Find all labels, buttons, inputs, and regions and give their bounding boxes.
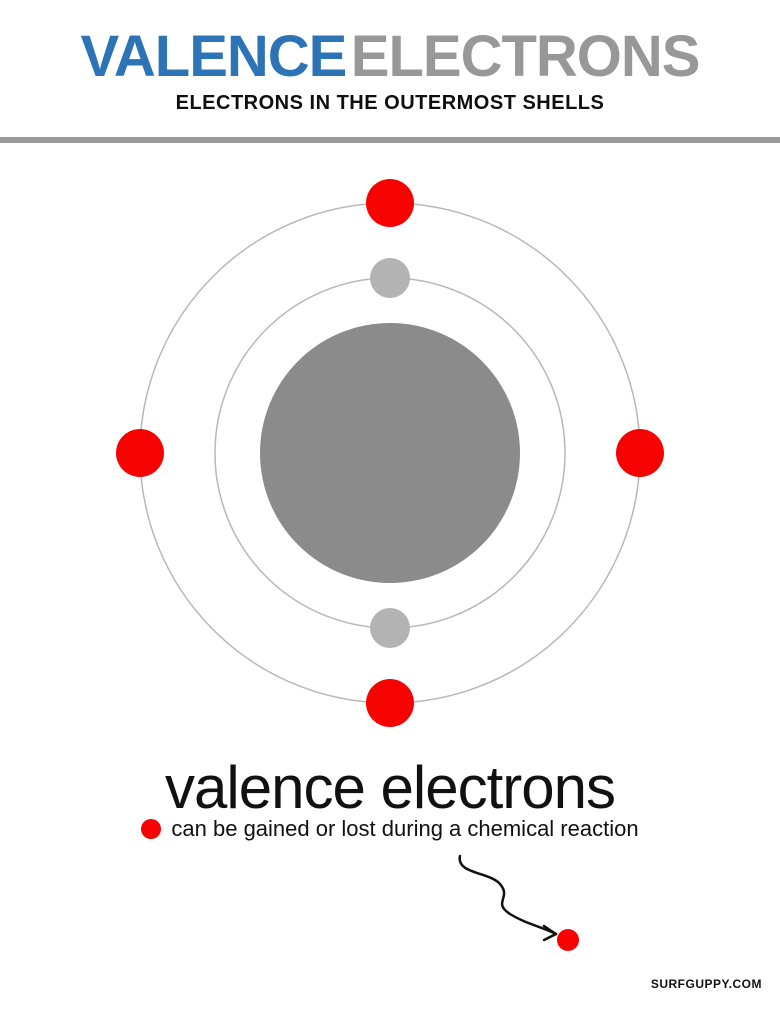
valence-electron-2 (616, 429, 664, 477)
caption-subtitle-row: can be gained or lost during a chemical … (141, 816, 638, 842)
valence-electron-1 (116, 429, 164, 477)
header-subtitle: ELECTRONS IN THE OUTERMOST SHELLS (0, 92, 780, 115)
valence-electron-3 (366, 679, 414, 727)
lost-electron (557, 929, 579, 951)
inner-electron-0 (370, 258, 410, 298)
title-line: VALENCE ELECTRONS (0, 28, 780, 86)
title-word-2: ELECTRONS (351, 28, 700, 86)
arrow-path (460, 856, 556, 934)
footer-credit: SURFGUPPY.COM (651, 977, 762, 991)
arrow-lost-electron (160, 844, 620, 964)
legend-dot-icon (141, 819, 161, 839)
caption-subtitle: can be gained or lost during a chemical … (171, 816, 638, 842)
atom-diagram (0, 143, 780, 763)
header: VALENCE ELECTRONS ELECTRONS IN THE OUTER… (0, 0, 780, 115)
arrow-head-icon (544, 926, 556, 940)
valence-electron-0 (366, 179, 414, 227)
title-word-1: VALENCE (81, 28, 347, 86)
nucleus (260, 323, 520, 583)
inner-electron-1 (370, 608, 410, 648)
atom-svg (80, 143, 700, 763)
caption-title: valence electrons (0, 753, 780, 822)
caption-block: valence electrons can be gained or lost … (0, 753, 780, 964)
